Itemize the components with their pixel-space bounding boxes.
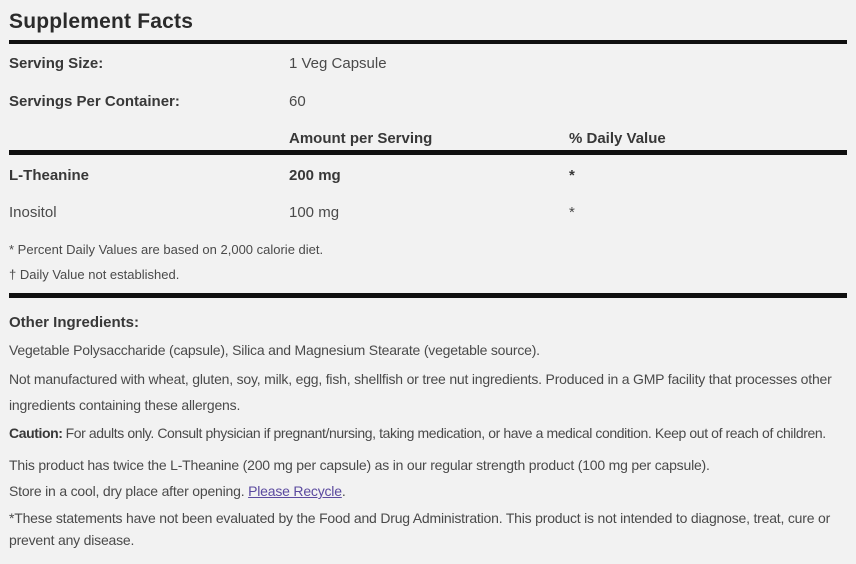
serving-size-label: Serving Size: [9, 55, 104, 72]
daily-value-header: % Daily Value [569, 130, 666, 147]
ingredient-daily-value: * [569, 204, 575, 221]
ingredient-amount: 100 mg [289, 204, 340, 221]
header-spacer [9, 130, 289, 148]
other-ingredients-label: Other Ingredients: [9, 314, 140, 331]
ingredient-daily-value: * [569, 167, 575, 184]
fda-disclaimer: *These statements have not been evaluate… [9, 510, 831, 548]
divider-header [9, 150, 847, 155]
storage-note: Store in a cool, dry place after opening… [9, 482, 847, 500]
divider-bottom [9, 293, 847, 298]
servings-per-container-label: Servings Per Container: [9, 93, 180, 110]
allergen-note: Not manufactured with wheat, gluten, soy… [9, 371, 832, 413]
ingredient-amount: 200 mg [289, 167, 341, 184]
storage-text: Store in a cool, dry place after opening… [9, 483, 245, 499]
ingredient-name: Inositol [9, 204, 57, 221]
ingredient-row-l-theanine: L-Theanine 200 mg * [9, 167, 847, 185]
servings-per-container-row: Servings Per Container: 60 [9, 93, 847, 111]
strength-note: This product has twice the L-Theanine (2… [9, 457, 710, 473]
serving-size-row: Serving Size: 1 Veg Capsule [9, 55, 847, 73]
not-established-footnote: † Daily Value not established. [9, 267, 180, 282]
serving-size-spacer [569, 55, 847, 73]
caution-label: Caution: [9, 425, 63, 441]
caution-text: For adults only. Consult physician if pr… [65, 425, 827, 441]
supplement-facts-panel: Supplement Facts Serving Size: 1 Veg Cap… [9, 10, 847, 548]
facts-column-header-row: Amount per Serving % Daily Value [9, 130, 847, 148]
divider-title [9, 40, 847, 44]
serving-size-value: 1 Veg Capsule [289, 55, 387, 72]
storage-suffix: . [341, 483, 346, 499]
ingredient-name: L-Theanine [9, 167, 90, 184]
ingredient-row-inositol: Inositol 100 mg * [9, 204, 847, 222]
panel-title: Supplement Facts [9, 10, 194, 33]
please-recycle-link[interactable]: Please Recycle [248, 483, 342, 499]
other-ingredients-text: Vegetable Polysaccharide (capsule), Sili… [9, 342, 540, 358]
servings-per-container-value: 60 [289, 93, 306, 110]
daily-value-footnote: * Percent Daily Values are based on 2,00… [9, 242, 324, 257]
servings-per-container-spacer [569, 93, 847, 111]
caution-note: Caution: For adults only. Consult physici… [9, 424, 847, 442]
amount-per-serving-header: Amount per Serving [289, 130, 433, 147]
